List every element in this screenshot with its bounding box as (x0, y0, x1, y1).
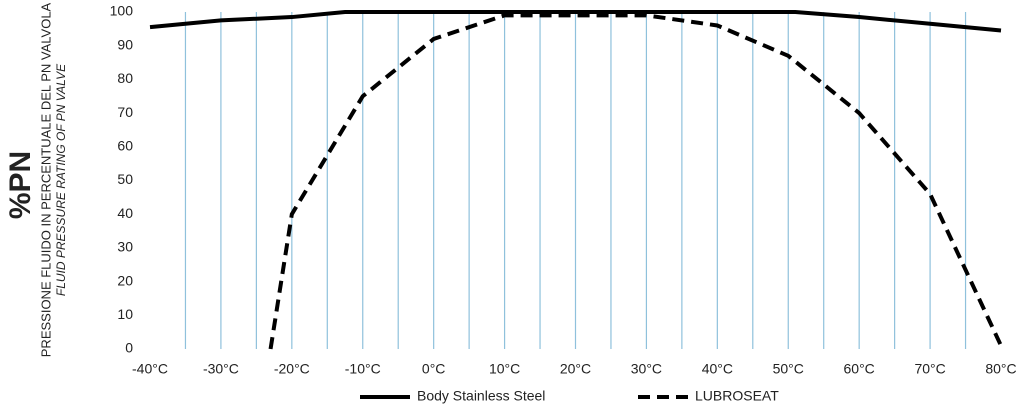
x-tick-label: -30°C (203, 361, 239, 377)
y-tick-label: 60 (117, 138, 133, 154)
x-tick-label: -40°C (132, 361, 168, 377)
x-tick-label: 20°C (560, 361, 591, 377)
y-tick-label: 0 (125, 340, 133, 356)
x-tick-label: 10°C (489, 361, 520, 377)
y-tick-label: 30 (117, 239, 133, 255)
x-tick-label: 30°C (631, 361, 662, 377)
x-tick-label: 80°C (985, 361, 1016, 377)
y-axis-subtitle-en: FLUID PRESSURE RATING OF PN VALVE (54, 63, 68, 296)
y-tick-label: 50 (117, 171, 133, 187)
y-tick-label: 100 (110, 3, 134, 19)
x-tick-label: 70°C (914, 361, 945, 377)
legend-label: Body Stainless Steel (417, 388, 545, 404)
y-tick-label: 80 (117, 70, 133, 86)
x-tick-label: -10°C (345, 361, 381, 377)
y-tick-label: 70 (117, 104, 133, 120)
y-axis-subtitle: PRESSIONE FLUIDO IN PERCENTUALE DEL PN V… (38, 2, 53, 357)
x-tick-label: 40°C (702, 361, 733, 377)
y-tick-label: 10 (117, 306, 133, 322)
x-tick-label: 60°C (844, 361, 875, 377)
x-tick-label: 0°C (422, 361, 446, 377)
y-tick-label: 40 (117, 205, 133, 221)
y-tick-label: 20 (117, 272, 133, 288)
x-tick-label: -20°C (274, 361, 310, 377)
y-tick-label: 90 (117, 36, 133, 52)
data-line (149, 10, 1002, 33)
y-axis-title: %PN (4, 151, 37, 219)
x-tick-label: 50°C (773, 361, 804, 377)
data-line (268, 13, 1003, 350)
legend-label: LUBROSEAT (695, 388, 779, 404)
